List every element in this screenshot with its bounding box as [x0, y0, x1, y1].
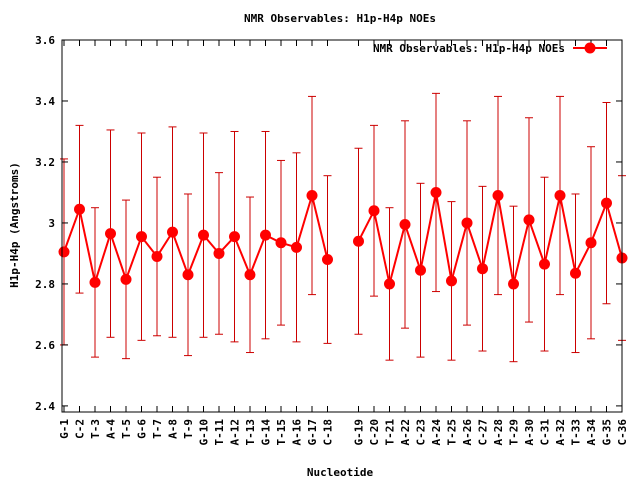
x-tick-label: A-16 [291, 419, 304, 446]
chart-title: NMR Observables: H1p-H4p NOEs [244, 12, 436, 25]
data-point [570, 267, 581, 279]
data-point [58, 246, 70, 258]
y-axis-label: H1p-H4p (Angstroms) [8, 162, 21, 288]
x-tick-label: C-36 [616, 419, 629, 446]
x-tick-label: G-10 [198, 419, 211, 446]
x-tick-label: G-1 [58, 419, 71, 439]
data-point [120, 273, 132, 285]
x-tick-label: G-19 [353, 419, 366, 446]
data-point [229, 231, 240, 243]
data-point [446, 275, 457, 287]
series-line [63, 194, 329, 284]
x-tick-label: C-23 [415, 419, 428, 446]
x-tick-label: T-11 [213, 419, 226, 446]
x-tick-label: C-2 [74, 419, 87, 439]
x-tick-label: T-25 [446, 419, 459, 446]
data-point [399, 218, 411, 230]
x-tick-label: A-30 [523, 419, 536, 446]
x-tick-label: G-6 [136, 419, 149, 439]
x-tick-label: A-4 [105, 419, 118, 439]
data-point [539, 258, 550, 270]
x-tick-label: T-5 [120, 419, 133, 439]
x-tick-label: A-32 [554, 419, 567, 446]
data-point [322, 254, 333, 266]
x-tick-label: A-12 [229, 419, 242, 446]
data-point [89, 276, 101, 288]
x-tick-label: A-34 [585, 419, 598, 446]
data-point [601, 197, 612, 209]
data-point [477, 263, 488, 275]
data-point [430, 186, 442, 198]
legend-marker [584, 42, 596, 54]
x-tick-label: A-26 [461, 419, 474, 446]
x-tick-label: A-8 [167, 419, 180, 439]
y-tick-label: 2.6 [35, 339, 55, 352]
plot-frame [61, 39, 623, 413]
points-layer [58, 186, 628, 290]
data-point [275, 237, 287, 249]
lines-layer [63, 191, 623, 285]
data-point [213, 247, 225, 259]
data-point [508, 278, 519, 290]
data-point [492, 190, 504, 202]
x-tick-label: T-9 [182, 419, 195, 439]
x-tick-label: G-35 [601, 419, 614, 446]
errorbars-layer [60, 92, 626, 363]
data-point [74, 203, 85, 215]
data-point [244, 269, 256, 281]
legend-label: NMR Observables: H1p-H4p NOEs [373, 42, 565, 55]
legend: NMR Observables: H1p-H4p NOEs [373, 42, 607, 55]
y-tick-label: 3.6 [35, 34, 55, 47]
x-tick-label: C-31 [539, 419, 552, 446]
x-tick-label: T-29 [508, 419, 521, 446]
data-point [554, 190, 566, 202]
data-point [415, 264, 426, 276]
y-tick-label: 2.4 [35, 400, 55, 413]
series-line [357, 191, 623, 285]
x-axis: G-1 C-2 T-3 A-4 T-5 G-6 T-7 A-8 T-9 G-10 T-11 A-12 T… [58, 40, 629, 446]
data-point [136, 231, 147, 243]
x-tick-label: G-14 [260, 419, 273, 446]
y-tick-label: 2.8 [35, 278, 55, 291]
x-tick-label: C-20 [368, 419, 381, 446]
y-axis: 2.4 2.6 2.8 3 3.2 3.4 3.6 [35, 34, 622, 413]
data-point [151, 250, 163, 262]
data-point [585, 237, 597, 249]
y-tick-label: 3 [48, 217, 55, 230]
data-point [198, 229, 209, 241]
data-point [306, 190, 318, 202]
x-tick-label: T-3 [89, 419, 102, 439]
data-point [291, 241, 302, 253]
x-tick-label: C-27 [477, 419, 490, 446]
x-tick-label: T-33 [570, 419, 583, 446]
data-point [523, 214, 535, 226]
x-tick-label: G-17 [306, 419, 319, 446]
x-axis-label: Nucleotide [307, 466, 374, 479]
data-point [182, 269, 194, 281]
x-tick-label: A-28 [492, 419, 505, 446]
data-point [384, 278, 395, 290]
data-point [353, 235, 364, 247]
x-tick-label: T-21 [384, 419, 397, 446]
y-tick-label: 3.2 [35, 156, 55, 169]
data-point [105, 228, 116, 240]
x-tick-label: A-22 [399, 419, 412, 446]
y-tick-label: 3.4 [35, 95, 55, 108]
x-tick-label: T-15 [275, 419, 288, 446]
data-point [260, 229, 271, 241]
data-point [461, 217, 473, 229]
data-point [368, 205, 380, 217]
x-tick-label: T-13 [244, 419, 257, 446]
x-tick-label: T-7 [151, 419, 164, 439]
x-tick-label: A-24 [430, 419, 443, 446]
data-point [167, 226, 178, 238]
x-tick-label: C-18 [322, 419, 335, 446]
